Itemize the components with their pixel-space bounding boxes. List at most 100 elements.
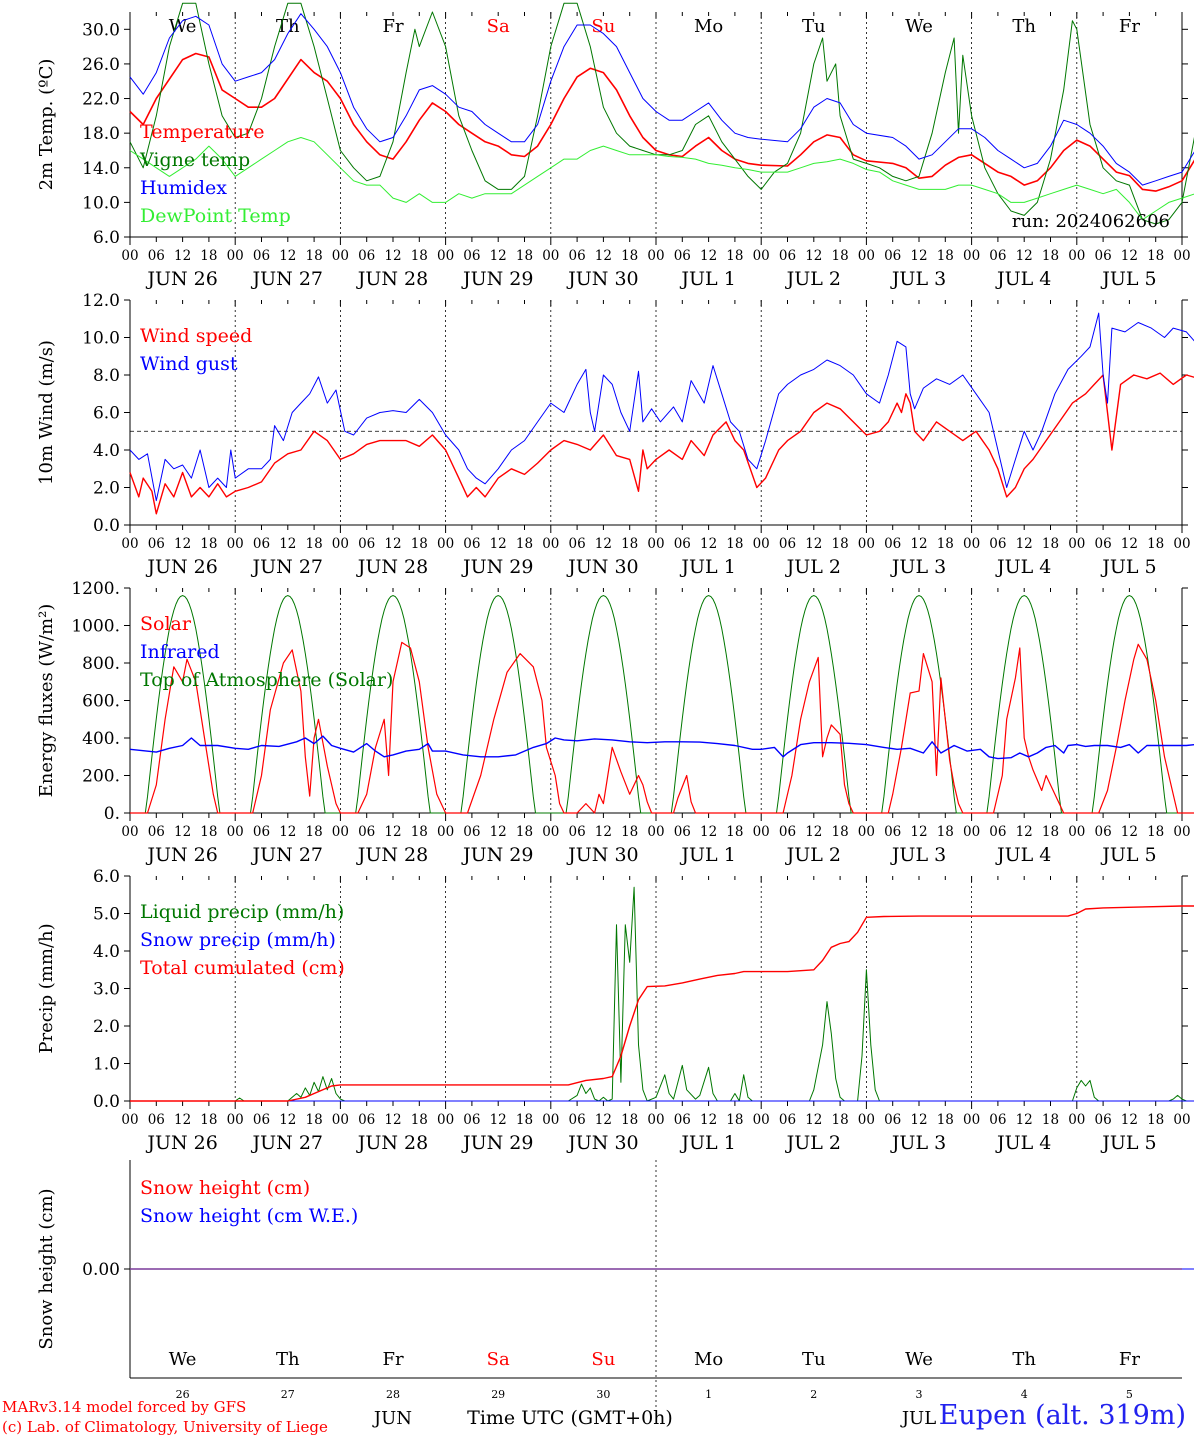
x-hour-label: 18 (1147, 1112, 1164, 1128)
x-hour-label: 12 (910, 824, 927, 840)
x-hour-label: 00 (647, 824, 664, 840)
series-line-wind-speed (129, 372, 1194, 515)
x-hour-label: 06 (358, 248, 375, 264)
x-date-label: JUL 3 (890, 556, 946, 578)
x-hour-label: 18 (306, 248, 323, 264)
x-hour-label: 06 (148, 1112, 165, 1128)
x-hour-label: 06 (884, 248, 901, 264)
weekday-label: Fr (1119, 16, 1140, 37)
x-hour-label: 00 (227, 248, 244, 264)
y-axis-label: 10m Wind (m/s) (36, 340, 57, 485)
x-hour-label: 06 (569, 536, 586, 552)
x-hour-label: 06 (884, 536, 901, 552)
x-hour-label: 12 (279, 536, 296, 552)
x-hour-label: 18 (411, 1112, 428, 1128)
x-date-label: JUL 2 (785, 1132, 841, 1154)
x-date-label: JUL 1 (679, 844, 735, 866)
legend-entry: Wind speed (140, 325, 252, 347)
x-hour-label: 00 (542, 824, 559, 840)
x-hour-label: 06 (463, 536, 480, 552)
x-hour-label: 18 (516, 248, 533, 264)
x-hour-label: 18 (306, 536, 323, 552)
x-hour-label: 12 (700, 1112, 717, 1128)
x-hour-label: 00 (1068, 248, 1085, 264)
y-axis-label: Energy fluxes (W/m²) (36, 604, 57, 798)
x-hour-label: 18 (832, 536, 849, 552)
series-line-solar (130, 641, 1194, 814)
x-hour-label: 00 (858, 824, 875, 840)
y-tick-label: 2.0 (93, 479, 120, 499)
x-hour-label: 06 (779, 824, 796, 840)
x-hour-label: 12 (1016, 536, 1033, 552)
x-date-label: JUN 26 (145, 556, 217, 578)
x-hour-label: 00 (753, 248, 770, 264)
x-date-label: JUN 26 (145, 268, 217, 290)
x-hour-label: 18 (200, 536, 217, 552)
x-hour-label: 06 (674, 248, 691, 264)
model-credit-line1: MARv3.14 model forced by GFS (2, 1398, 247, 1416)
weekday-label: Tu (802, 16, 826, 37)
x-date-label: JUN 27 (251, 844, 323, 866)
x-hour-label: 18 (1147, 824, 1164, 840)
x-hour-label: 18 (832, 248, 849, 264)
x-hour-label: 00 (437, 248, 454, 264)
x-hour-label: 00 (753, 824, 770, 840)
weekday-label: Su (591, 1349, 615, 1370)
x-date-label: JUL 2 (785, 844, 841, 866)
y-tick-label: 8.0 (93, 366, 120, 386)
x-hour-label: 06 (1095, 248, 1112, 264)
x-hour-label: 18 (726, 1112, 743, 1128)
x-hour-label: 06 (253, 536, 270, 552)
x-hour-label: 00 (858, 1112, 875, 1128)
x-hour-label: 06 (253, 248, 270, 264)
x-hour-label: 06 (884, 1112, 901, 1128)
x-hour-label: 06 (989, 536, 1006, 552)
y-tick-label: 1000. (71, 617, 120, 637)
x-hour-label: 00 (227, 536, 244, 552)
x-hour-label: 00 (1173, 248, 1190, 264)
x-hour-label: 06 (674, 1112, 691, 1128)
x-hour-label: 00 (332, 536, 349, 552)
weekday-label: Th (276, 1349, 300, 1370)
x-hour-label: 12 (384, 824, 401, 840)
weekday-label: Sa (487, 1349, 510, 1370)
x-hour-label: 12 (805, 1112, 822, 1128)
x-date-label: JUN 29 (461, 1132, 533, 1154)
x-date-label: JUN 28 (356, 268, 428, 290)
station-name: Eupen (alt. 319m) (938, 1400, 1186, 1431)
x-hour-label: 18 (937, 1112, 954, 1128)
y-tick-label: 18.0 (82, 124, 120, 144)
x-date-label: JUN 27 (251, 1132, 323, 1154)
series-line-vigne-temp (129, 2, 1194, 225)
x-date-label: JUL 1 (679, 268, 735, 290)
x-hour-label: 12 (384, 248, 401, 264)
x-hour-label: 00 (858, 248, 875, 264)
x-hour-label: 12 (490, 536, 507, 552)
month-label-jul: JUL (900, 1408, 936, 1429)
x-hour-label: 00 (332, 248, 349, 264)
y-tick-label: 4.0 (93, 441, 120, 461)
x-hour-label: 12 (700, 824, 717, 840)
weekday-label: Fr (382, 1349, 403, 1370)
x-hour-label: 12 (1121, 536, 1138, 552)
x-date-label: JUL 3 (890, 1132, 946, 1154)
weekday-label: We (169, 1349, 197, 1370)
x-hour-label: 18 (200, 248, 217, 264)
x-hour-label: 12 (279, 248, 296, 264)
x-hour-label: 18 (1042, 536, 1059, 552)
x-hour-label: 12 (910, 536, 927, 552)
x-hour-label: 00 (1173, 1112, 1190, 1128)
x-hour-label: 12 (595, 824, 612, 840)
x-hour-label: 06 (358, 1112, 375, 1128)
x-hour-label: 12 (1121, 248, 1138, 264)
y-axis-label: 2m Temp. (ºC) (36, 59, 57, 191)
x-hour-label: 12 (174, 1112, 191, 1128)
legend-entry: Liquid precip (mm/h) (140, 901, 344, 923)
x-hour-label: 00 (121, 536, 138, 552)
x-hour-label: 00 (542, 536, 559, 552)
x-hour-label: 00 (227, 824, 244, 840)
x-hour-label: 18 (516, 1112, 533, 1128)
x-hour-label: 00 (963, 1112, 980, 1128)
x-hour-label: 06 (674, 824, 691, 840)
